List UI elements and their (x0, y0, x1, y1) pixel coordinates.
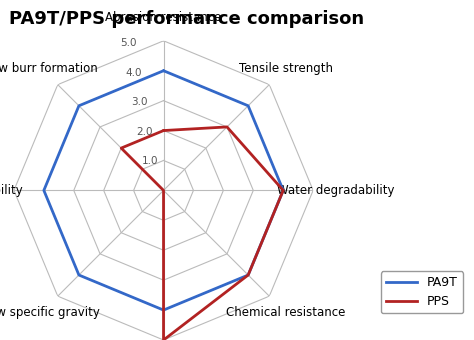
Text: 1.0: 1.0 (142, 156, 158, 166)
Text: PA9T/PPS performance comparison: PA9T/PPS performance comparison (9, 10, 365, 28)
Legend: PA9T, PPS: PA9T, PPS (381, 271, 463, 313)
Text: 3.0: 3.0 (131, 97, 147, 107)
Text: 4.0: 4.0 (126, 68, 142, 78)
Text: 2.0: 2.0 (137, 126, 153, 137)
Text: 5.0: 5.0 (120, 38, 137, 48)
